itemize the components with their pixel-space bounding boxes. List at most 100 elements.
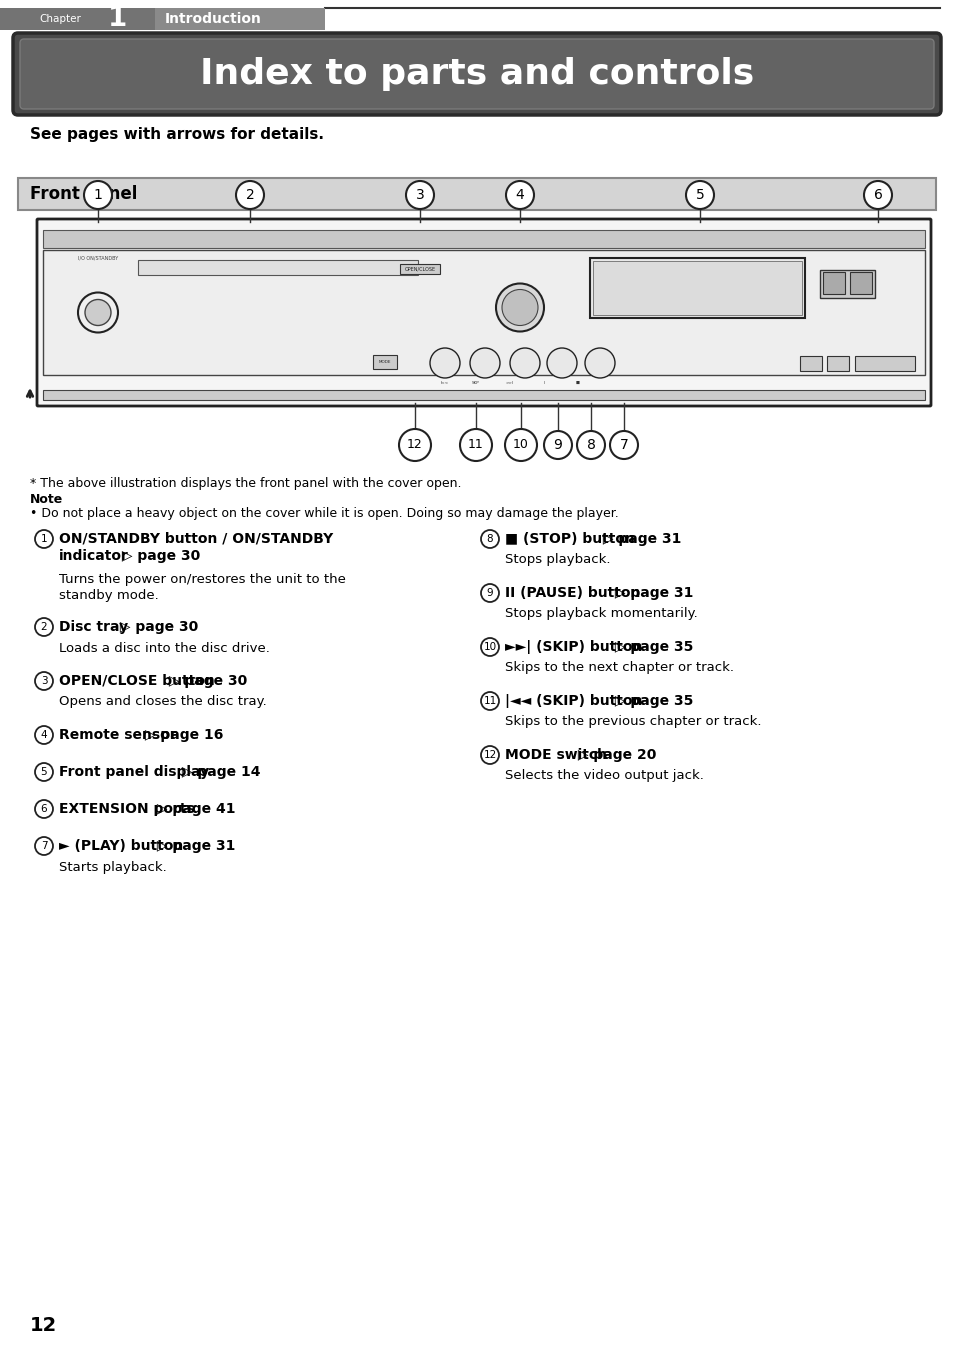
Circle shape (863, 181, 891, 209)
Text: Front panel: Front panel (30, 185, 137, 202)
Circle shape (505, 181, 534, 209)
Text: * The above illustration displays the front panel with the cover open.: * The above illustration displays the fr… (30, 477, 461, 490)
Circle shape (406, 181, 434, 209)
Text: 12: 12 (30, 1316, 57, 1335)
Circle shape (35, 726, 53, 744)
Text: 1: 1 (41, 535, 48, 544)
Circle shape (430, 348, 459, 378)
Text: Turns the power on/restores the unit to the: Turns the power on/restores the unit to … (59, 572, 346, 586)
Bar (820, 270, 874, 298)
Text: Chapter: Chapter (39, 14, 81, 24)
Bar (399, 265, 439, 274)
Text: I/O ON/STANDBY: I/O ON/STANDBY (78, 255, 118, 261)
Bar (373, 355, 396, 369)
Text: Stops playback.: Stops playback. (504, 554, 610, 567)
Text: OPEN/CLOSE button: OPEN/CLOSE button (59, 674, 214, 688)
Circle shape (496, 284, 543, 332)
Bar (138, 261, 417, 275)
Bar (589, 258, 804, 319)
Text: ► (PLAY) button: ► (PLAY) button (59, 838, 183, 853)
Bar (43, 250, 924, 375)
Circle shape (35, 801, 53, 818)
Circle shape (35, 837, 53, 855)
Text: ▷ page 30: ▷ page 30 (114, 620, 198, 634)
Circle shape (501, 289, 537, 325)
Circle shape (35, 618, 53, 636)
Circle shape (577, 431, 604, 459)
Text: See pages with arrows for details.: See pages with arrows for details. (30, 127, 324, 142)
Text: 2: 2 (41, 622, 48, 632)
Text: 3: 3 (416, 188, 424, 202)
Circle shape (504, 429, 537, 460)
Text: 12: 12 (483, 751, 497, 760)
Circle shape (543, 431, 572, 459)
Text: indicator: indicator (59, 549, 129, 563)
Bar (0, 8, 154, 30)
Text: • Do not place a heavy object on the cover while it is open. Doing so may damage: • Do not place a heavy object on the cov… (30, 508, 618, 520)
Text: ▷ page 41: ▷ page 41 (152, 802, 235, 815)
Text: ▷ page 30: ▷ page 30 (164, 674, 248, 688)
Circle shape (85, 300, 111, 325)
Text: ▷ page 20: ▷ page 20 (573, 748, 656, 761)
Circle shape (35, 763, 53, 782)
Text: ▷ page 31: ▷ page 31 (152, 838, 235, 853)
Circle shape (459, 429, 492, 460)
Circle shape (480, 585, 498, 602)
Bar (822, 271, 844, 294)
Text: 4: 4 (41, 730, 48, 740)
Text: ▷ page 35: ▷ page 35 (610, 640, 693, 653)
Text: SKP: SKP (472, 381, 479, 385)
Text: MODE switch: MODE switch (504, 748, 606, 761)
Text: ■ (STOP) button: ■ (STOP) button (504, 532, 634, 545)
Text: 4: 4 (515, 188, 524, 202)
Text: Opens and closes the disc tray.: Opens and closes the disc tray. (59, 695, 267, 709)
Circle shape (78, 293, 118, 332)
Text: Skips to the previous chapter or track.: Skips to the previous chapter or track. (504, 716, 760, 729)
Circle shape (584, 348, 615, 378)
Circle shape (235, 181, 264, 209)
Text: Introduction: Introduction (165, 12, 262, 26)
Circle shape (480, 531, 498, 548)
Text: 6: 6 (873, 188, 882, 202)
Bar (849, 271, 871, 294)
Text: II (PAUSE) button: II (PAUSE) button (504, 586, 639, 599)
Text: 9: 9 (553, 437, 562, 452)
Text: I<<: I<< (440, 381, 449, 385)
Text: 1: 1 (109, 4, 128, 32)
Text: 2: 2 (245, 188, 254, 202)
Bar (800, 356, 821, 371)
Text: 11: 11 (483, 697, 497, 706)
Text: 8: 8 (486, 535, 493, 544)
Circle shape (510, 348, 539, 378)
Text: OPEN/CLOSE: OPEN/CLOSE (404, 266, 436, 271)
Text: Front panel display: Front panel display (59, 765, 209, 779)
Text: II: II (543, 381, 545, 385)
Text: 8: 8 (586, 437, 595, 452)
Text: Stops playback momentarily.: Stops playback momentarily. (504, 608, 697, 621)
Circle shape (398, 429, 431, 460)
Circle shape (470, 348, 499, 378)
Circle shape (480, 639, 498, 656)
Text: 9: 9 (486, 589, 493, 598)
Text: 5: 5 (695, 188, 703, 202)
Text: Selects the video output jack.: Selects the video output jack. (504, 769, 703, 783)
Text: 10: 10 (513, 439, 528, 451)
Text: Note: Note (30, 493, 63, 506)
Bar (154, 8, 325, 30)
Text: Disc tray: Disc tray (59, 620, 128, 634)
FancyBboxPatch shape (37, 219, 930, 406)
FancyBboxPatch shape (20, 39, 933, 109)
Bar (43, 230, 924, 248)
Text: ▷ page 31: ▷ page 31 (598, 532, 680, 545)
Text: Starts playback.: Starts playback. (59, 860, 167, 873)
Text: ON/STANDBY button / ON/STANDBY: ON/STANDBY button / ON/STANDBY (59, 532, 333, 545)
Circle shape (480, 693, 498, 710)
Text: 11: 11 (468, 439, 483, 451)
Text: 7: 7 (619, 437, 628, 452)
Circle shape (609, 431, 638, 459)
Text: 1: 1 (93, 188, 102, 202)
FancyBboxPatch shape (18, 178, 935, 211)
Text: ►►| (SKIP) button: ►►| (SKIP) button (504, 640, 641, 653)
Text: ▷ page 31: ▷ page 31 (610, 586, 693, 599)
Text: 12: 12 (407, 439, 422, 451)
